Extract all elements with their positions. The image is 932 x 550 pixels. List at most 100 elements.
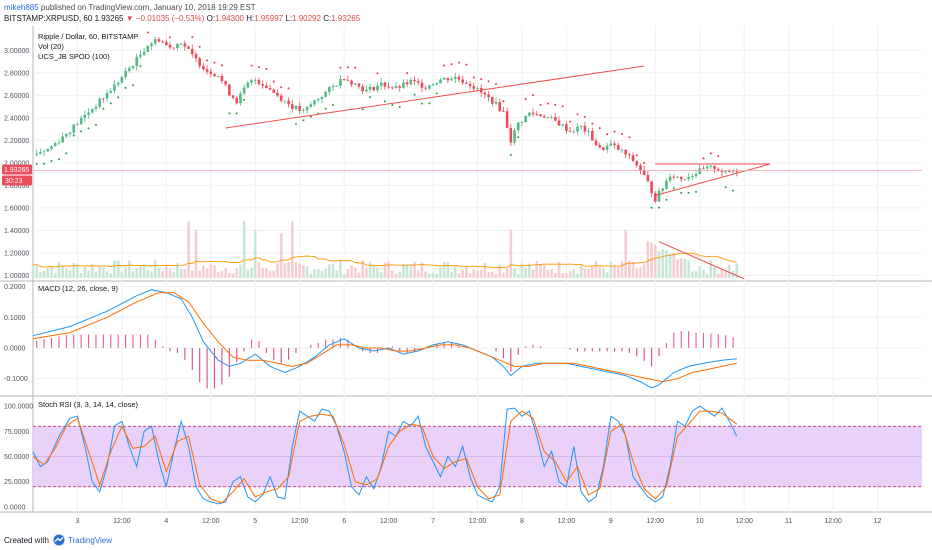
spod-dot xyxy=(680,191,683,194)
spod-dot xyxy=(502,100,505,103)
candle-body xyxy=(524,115,527,123)
volume-bar xyxy=(57,261,61,278)
spod-dot xyxy=(94,123,97,126)
candle-body xyxy=(246,82,250,88)
candle-body xyxy=(453,76,457,79)
candle-body xyxy=(494,102,498,104)
chart-canvas[interactable]: 3 12:00 4 12:00 5 12:00 6 12:00 7 12:00 8 12:00 9 12:… xyxy=(0,26,932,531)
candle-body xyxy=(79,117,83,125)
x-tick-label: 12:00 xyxy=(647,518,665,525)
volume-bar xyxy=(391,270,394,278)
author-link[interactable]: mikeh885 xyxy=(4,3,39,12)
spod-dot xyxy=(546,102,549,105)
candle-body xyxy=(498,102,502,111)
candle-body xyxy=(68,132,72,135)
spod-dot xyxy=(369,96,372,99)
spod-dot xyxy=(124,86,127,89)
candle-body xyxy=(320,96,324,99)
spod-dot xyxy=(517,136,520,139)
candle-body xyxy=(505,111,509,128)
volume-bar xyxy=(698,266,702,278)
volume-bar xyxy=(576,273,579,278)
x-tick-label: 12:00 xyxy=(202,518,220,525)
volume-bar xyxy=(654,245,657,278)
countdown-label: 30:23 xyxy=(5,178,23,185)
candle-body xyxy=(546,117,550,118)
spod-dot xyxy=(635,154,638,157)
last-price-badge xyxy=(2,164,32,175)
candle-body xyxy=(450,78,453,81)
candle-body xyxy=(290,104,294,109)
x-tick-label: 12:00 xyxy=(291,518,309,525)
spod-dot xyxy=(324,107,327,110)
candle-body xyxy=(665,180,668,189)
candle-body xyxy=(587,130,590,132)
spod-dot xyxy=(398,106,401,109)
volume-bar xyxy=(350,265,353,278)
volume-bar xyxy=(146,270,150,278)
symbol-line: BITSTAMP:XRPUSD, 60 1.93265 ▼ −0.01035 (… xyxy=(4,13,360,24)
tradingview-brand-link[interactable]: TradingView xyxy=(68,536,113,545)
volume-bar xyxy=(583,267,587,278)
volume-bar xyxy=(202,265,205,278)
volume-bar xyxy=(705,273,709,278)
spod-dot xyxy=(413,93,416,96)
low-value: 1.90292 xyxy=(292,14,321,23)
candle-body xyxy=(598,144,602,148)
volume-bar xyxy=(209,263,213,278)
volume-bar xyxy=(524,267,527,278)
candle-body xyxy=(720,170,724,173)
volume-bar xyxy=(646,241,650,278)
volume-bar xyxy=(235,268,239,278)
price-tick-label: 2.40000 xyxy=(4,115,29,122)
symbol-label: BITSTAMP:XRPUSD, 60 xyxy=(4,14,93,23)
candle-body xyxy=(357,83,361,87)
candle-body xyxy=(239,93,242,104)
volume-bar xyxy=(372,265,376,278)
volume-bar xyxy=(346,268,350,278)
volume-bar xyxy=(542,265,546,278)
candle-body xyxy=(405,82,409,85)
volume-bar xyxy=(665,250,668,278)
spod-dot xyxy=(709,152,712,155)
candle-body xyxy=(53,143,57,147)
candle-body xyxy=(161,41,164,43)
volume-bar xyxy=(591,266,594,278)
volume-bar xyxy=(265,267,268,278)
chart-footer: Created with TradingView xyxy=(0,531,932,550)
spod-dot xyxy=(35,162,38,165)
candle-body xyxy=(539,114,542,117)
volume-bar xyxy=(183,269,187,278)
volume-bar xyxy=(302,265,305,278)
candle-body xyxy=(242,87,246,94)
candle-body xyxy=(231,95,235,98)
volume-bar xyxy=(642,264,646,278)
spod-dot xyxy=(146,31,149,34)
candle-body xyxy=(468,83,472,87)
spod-dot xyxy=(280,86,283,89)
volume-bar xyxy=(713,266,716,278)
created-with-label: Created with xyxy=(4,536,49,545)
volume-bar xyxy=(94,271,98,278)
spod-dot xyxy=(606,133,609,136)
volume-bar xyxy=(720,268,724,278)
candle-body xyxy=(146,46,150,52)
candle-body xyxy=(35,153,39,155)
candle-body xyxy=(616,145,620,150)
candle-body xyxy=(687,176,690,180)
spod-dot xyxy=(443,64,446,67)
candle-body xyxy=(109,90,113,93)
candle-body xyxy=(268,87,272,90)
candle-body xyxy=(591,130,594,141)
candle-body xyxy=(439,79,442,84)
volume-bar xyxy=(294,261,298,278)
candle-body xyxy=(342,79,346,81)
volume-bar xyxy=(546,270,550,278)
candle-body xyxy=(457,76,461,80)
candle-body xyxy=(153,39,157,44)
spod-dot xyxy=(198,45,201,48)
stoch-tick-label: 25.0000 xyxy=(4,479,29,486)
candle-body xyxy=(391,87,394,89)
price-tick-label: 2.80000 xyxy=(4,70,29,77)
volume-bar xyxy=(139,266,142,278)
